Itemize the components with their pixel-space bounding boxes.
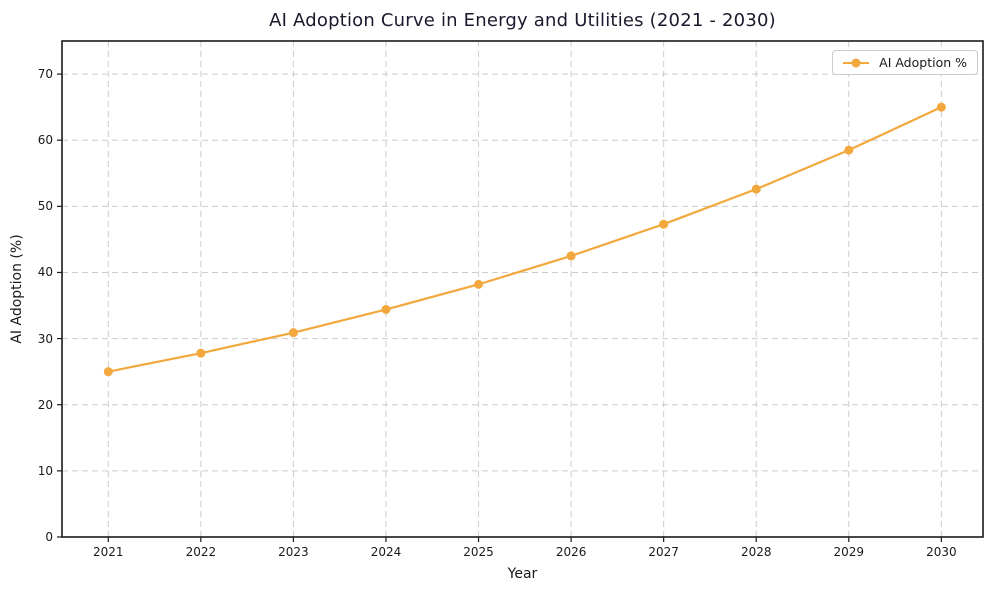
y-tick-label: 40 — [37, 265, 53, 280]
y-tick-label: 30 — [37, 331, 53, 346]
x-tick-label: 2024 — [370, 545, 402, 559]
y-tick-label: 0 — [45, 530, 53, 544]
y-tick-label: 70 — [37, 67, 53, 82]
data-point-marker — [381, 305, 391, 315]
x-tick-label: 2029 — [833, 545, 865, 559]
x-tick-label: 2026 — [555, 545, 587, 559]
y-tick-label: 50 — [37, 199, 53, 214]
data-point-marker — [474, 279, 484, 289]
data-point-marker — [196, 348, 206, 358]
data-point-marker — [288, 328, 298, 338]
legend-label: AI Adoption % — [879, 55, 967, 70]
y-axis-label-text: AI Adoption (%) — [9, 234, 25, 344]
x-tick-label: 2025 — [463, 545, 494, 559]
legend-marker-icon — [843, 58, 870, 67]
x-tick-label: 2023 — [278, 545, 309, 559]
series-line — [107, 106, 943, 373]
data-point-marker — [566, 251, 576, 261]
data-point-marker — [103, 367, 113, 377]
y-tick-label: 20 — [37, 397, 53, 412]
data-point-marker — [659, 219, 669, 229]
y-tick-label: 60 — [37, 133, 53, 148]
data-point-marker — [936, 102, 946, 112]
data-point-marker — [751, 184, 761, 194]
x-tick-label: 2030 — [926, 545, 957, 559]
axes-spines — [61, 40, 984, 538]
x-tick-label: 2028 — [740, 545, 772, 559]
x-tick-label: 2021 — [93, 545, 124, 559]
data-point-marker — [844, 145, 854, 155]
legend: AI Adoption % — [832, 50, 978, 75]
y-tick-label: 10 — [37, 463, 53, 478]
x-axis-label: Year — [507, 566, 538, 582]
x-tick-label: 2022 — [185, 545, 217, 559]
x-tick-label: 2027 — [648, 545, 679, 559]
chart-title: AI Adoption Curve in Energy and Utilitie… — [269, 10, 776, 31]
